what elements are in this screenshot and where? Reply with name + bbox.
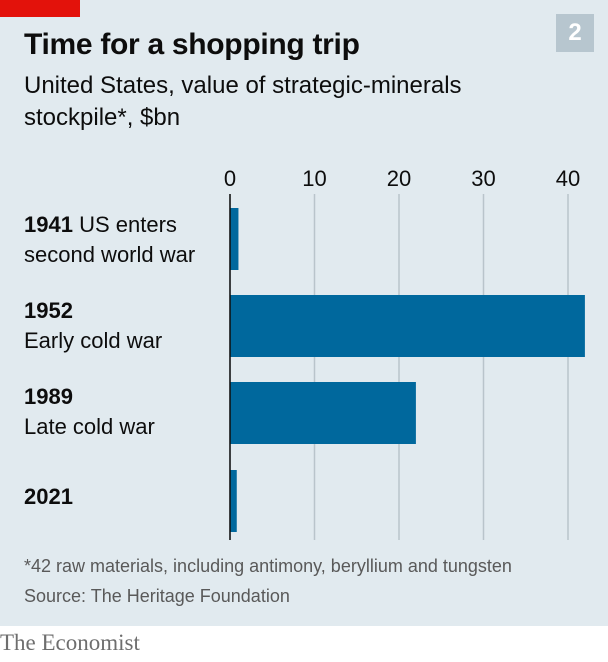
x-tick-label: 30: [471, 166, 495, 191]
category-desc: US enters second world war: [24, 212, 196, 267]
bar-2021: [230, 470, 237, 532]
x-tick-label: 10: [302, 166, 326, 191]
bar-chart: 0 10 20 30 40: [224, 166, 585, 540]
chart-title: Time for a shopping trip: [24, 28, 360, 61]
source-note: Source: The Heritage Foundation: [24, 586, 290, 606]
category-label-1941: 1941 US enters second world war: [24, 210, 224, 270]
footnote: *42 raw materials, including antimony, b…: [24, 556, 512, 576]
category-year: 1941: [24, 212, 73, 237]
chart-subtitle: United States, value of strategic-minera…: [24, 72, 462, 131]
economist-logo-text: The Economist: [0, 630, 140, 655]
category-year: 2021: [24, 484, 73, 509]
bar-1952: [230, 295, 585, 357]
brand-red-tag: [0, 0, 80, 17]
category-year: 1952: [24, 298, 73, 323]
category-year: 1989: [24, 384, 73, 409]
x-tick-label: 20: [387, 166, 411, 191]
bar-1941: [230, 208, 239, 270]
x-tick-label: 40: [556, 166, 580, 191]
x-tick-label: 0: [224, 166, 236, 191]
category-desc: Early cold war: [24, 328, 163, 353]
bar-1989: [230, 382, 416, 444]
category-label-2021: 2021: [24, 482, 224, 512]
category-label-1952: 1952 Early cold war: [24, 296, 224, 356]
chart-number-badge: 2: [556, 14, 594, 52]
category-label-1989: 1989 Late cold war: [24, 382, 224, 442]
category-desc: Late cold war: [24, 414, 155, 439]
